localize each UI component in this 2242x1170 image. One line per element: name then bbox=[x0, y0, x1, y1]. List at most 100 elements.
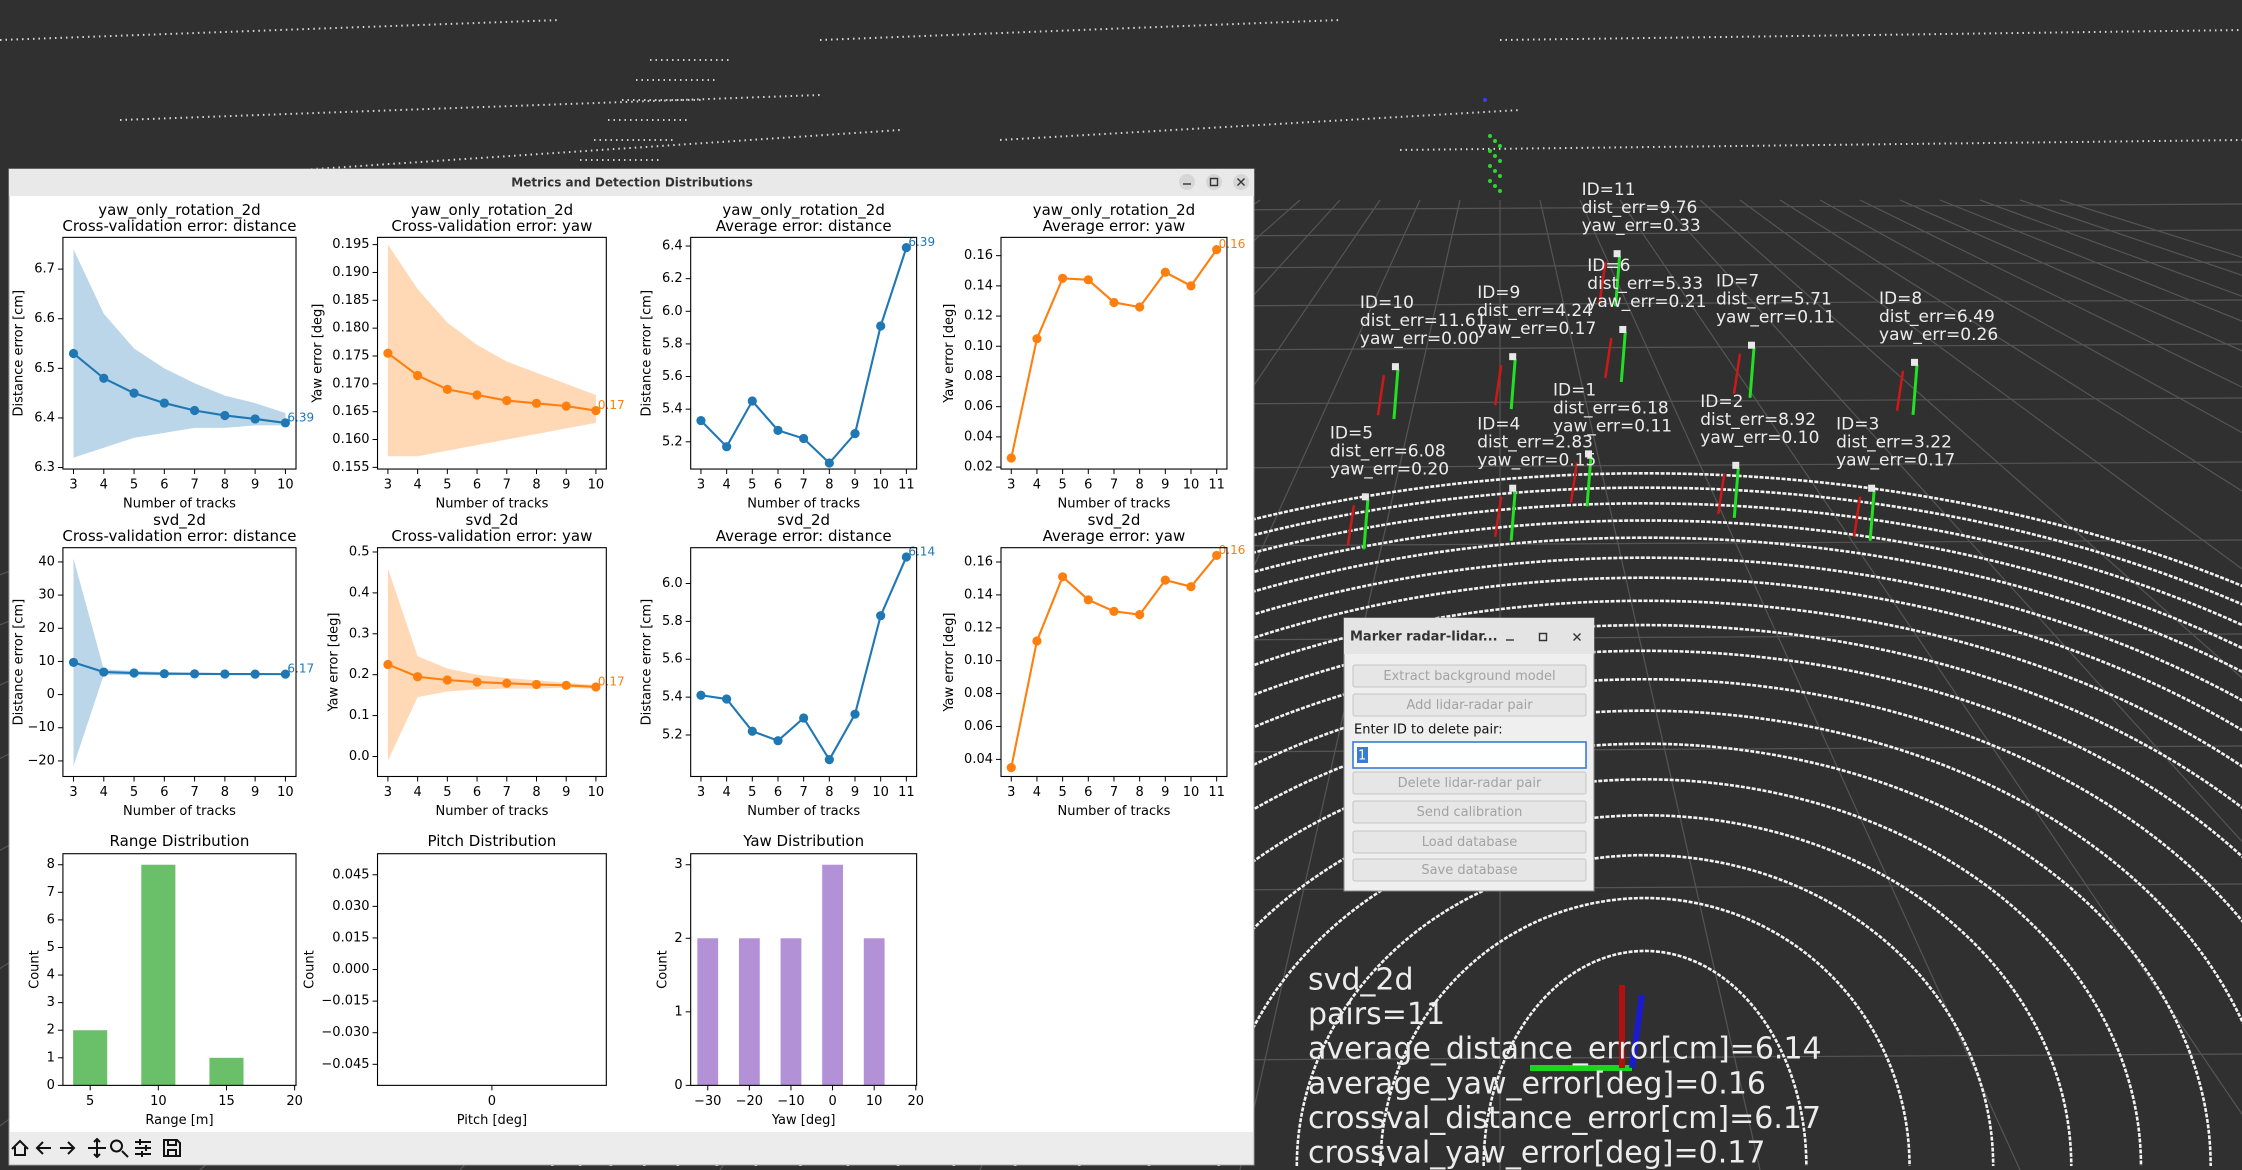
point-cloud-point bbox=[1483, 98, 1487, 102]
point bbox=[220, 410, 230, 421]
toolbar-button[interactable] bbox=[88, 1137, 106, 1159]
toolbar-button[interactable] bbox=[11, 1139, 29, 1156]
point bbox=[747, 726, 757, 736]
button-label: Delete lidar-radar pair bbox=[1398, 776, 1542, 791]
plot-area bbox=[690, 237, 917, 470]
y-tick-label: −0.030 bbox=[321, 1025, 369, 1040]
end-label: 6.39 bbox=[908, 235, 935, 249]
x-tick-label: 5 bbox=[1058, 478, 1066, 493]
toolbar-button[interactable] bbox=[60, 1141, 76, 1155]
chart-subtitle: Cross-validation error: yaw bbox=[391, 527, 592, 545]
button[interactable] bbox=[1352, 800, 1587, 824]
axes-frame bbox=[376, 236, 607, 470]
y-axis-label: Yaw error [deg] bbox=[942, 304, 957, 404]
marker-box bbox=[1584, 450, 1592, 458]
point bbox=[472, 677, 482, 687]
summary-line: pairs=11 bbox=[1308, 997, 1445, 1032]
x-tick-label: 7 bbox=[800, 478, 808, 493]
y-tick-label: 0.14 bbox=[964, 278, 993, 293]
button[interactable] bbox=[1352, 664, 1587, 688]
x-tick-label: −30 bbox=[694, 1094, 721, 1109]
toolbar-button[interactable] bbox=[35, 1141, 51, 1155]
marker-radar bbox=[1346, 505, 1356, 546]
y-tick-label: 0.170 bbox=[332, 376, 369, 391]
x-tick-label: 6 bbox=[1084, 785, 1092, 800]
point bbox=[1135, 302, 1145, 312]
y-tick-label: 0 bbox=[47, 1078, 55, 1093]
plot-area bbox=[1001, 547, 1227, 777]
marker-radar bbox=[1493, 364, 1503, 406]
marker-label: yaw_err=0.20 bbox=[1330, 459, 1449, 479]
marker-label: dist_err=3.22 bbox=[1836, 433, 1952, 453]
toolbar-button[interactable] bbox=[135, 1139, 151, 1157]
x-tick-label: 4 bbox=[1033, 478, 1041, 493]
marker-box bbox=[1911, 358, 1919, 366]
floor-grid-line bbox=[1199, 229, 2242, 237]
marker-label: dist_err=9.76 bbox=[1582, 198, 1698, 218]
sensor-axis bbox=[1629, 994, 1645, 1069]
error-band bbox=[73, 249, 286, 458]
id-input[interactable] bbox=[1352, 741, 1587, 769]
floor-grid-line bbox=[1859, 199, 2242, 388]
y-tick-label: 0.2 bbox=[349, 667, 370, 682]
point bbox=[1212, 245, 1222, 255]
summary-line: average_distance_error[cm]=6.14 bbox=[1308, 1032, 1822, 1067]
button[interactable] bbox=[1352, 693, 1587, 717]
end-label: 6.17 bbox=[287, 662, 314, 676]
marker-label: ID=5 bbox=[1330, 423, 1373, 443]
point bbox=[250, 414, 260, 424]
window-control[interactable] bbox=[1206, 174, 1222, 190]
x-tick-label: 9 bbox=[851, 785, 859, 800]
point bbox=[1032, 334, 1042, 344]
window-control-icon bbox=[1209, 177, 1219, 187]
point bbox=[442, 675, 452, 685]
x-axis-label: Number of tracks bbox=[1058, 497, 1171, 512]
y-tick-label: 0.160 bbox=[332, 432, 369, 447]
y-tick-label: −10 bbox=[27, 720, 54, 735]
marker-label: ID=2 bbox=[1700, 392, 1743, 412]
x-tick-label: 10 bbox=[872, 785, 889, 800]
x-tick-label: 15 bbox=[218, 1094, 235, 1109]
toolbar-button[interactable] bbox=[110, 1139, 129, 1158]
x-tick-label: 11 bbox=[898, 785, 915, 800]
toolbar-button[interactable] bbox=[163, 1139, 181, 1157]
x-tick-label: 9 bbox=[1161, 785, 1169, 800]
point bbox=[824, 458, 834, 468]
y-tick-label: 40 bbox=[38, 554, 55, 569]
x-tick-label: 4 bbox=[100, 785, 108, 800]
bar bbox=[863, 938, 885, 1086]
point bbox=[1083, 595, 1093, 605]
floor-grid-line bbox=[1199, 1053, 2242, 1061]
point bbox=[220, 669, 230, 679]
point bbox=[722, 442, 732, 452]
marker-box bbox=[1613, 250, 1621, 258]
window-control[interactable] bbox=[1179, 174, 1195, 190]
error-band bbox=[387, 568, 596, 761]
point-cloud-point bbox=[1493, 139, 1497, 143]
end-label: 6.39 bbox=[287, 410, 314, 424]
marker-box bbox=[1361, 493, 1369, 501]
y-axis-label: Yaw error [deg] bbox=[311, 304, 326, 404]
y-tick-label: 0.14 bbox=[964, 587, 993, 602]
x-tick-label: 10 bbox=[872, 478, 889, 493]
y-tick-label: 4 bbox=[47, 968, 55, 983]
point-cloud-line bbox=[299, 129, 901, 171]
lidar-ring bbox=[1217, 813, 2073, 1167]
marker-radar bbox=[1895, 370, 1905, 412]
lidar-ring bbox=[1295, 853, 1995, 1167]
button[interactable] bbox=[1352, 771, 1587, 795]
plot-area bbox=[1001, 237, 1227, 470]
bar bbox=[697, 938, 719, 1086]
x-tick-label: 7 bbox=[1110, 785, 1118, 800]
x-tick-label: 8 bbox=[825, 478, 833, 493]
button[interactable] bbox=[1352, 858, 1587, 882]
x-tick-label: 8 bbox=[221, 478, 229, 493]
y-tick-label: 0.165 bbox=[332, 404, 369, 419]
button[interactable] bbox=[1352, 830, 1587, 854]
marker-label: yaw_err=0.21 bbox=[1587, 292, 1706, 312]
point bbox=[1006, 453, 1016, 463]
y-tick-label: 6.4 bbox=[662, 239, 683, 254]
point bbox=[696, 415, 706, 426]
